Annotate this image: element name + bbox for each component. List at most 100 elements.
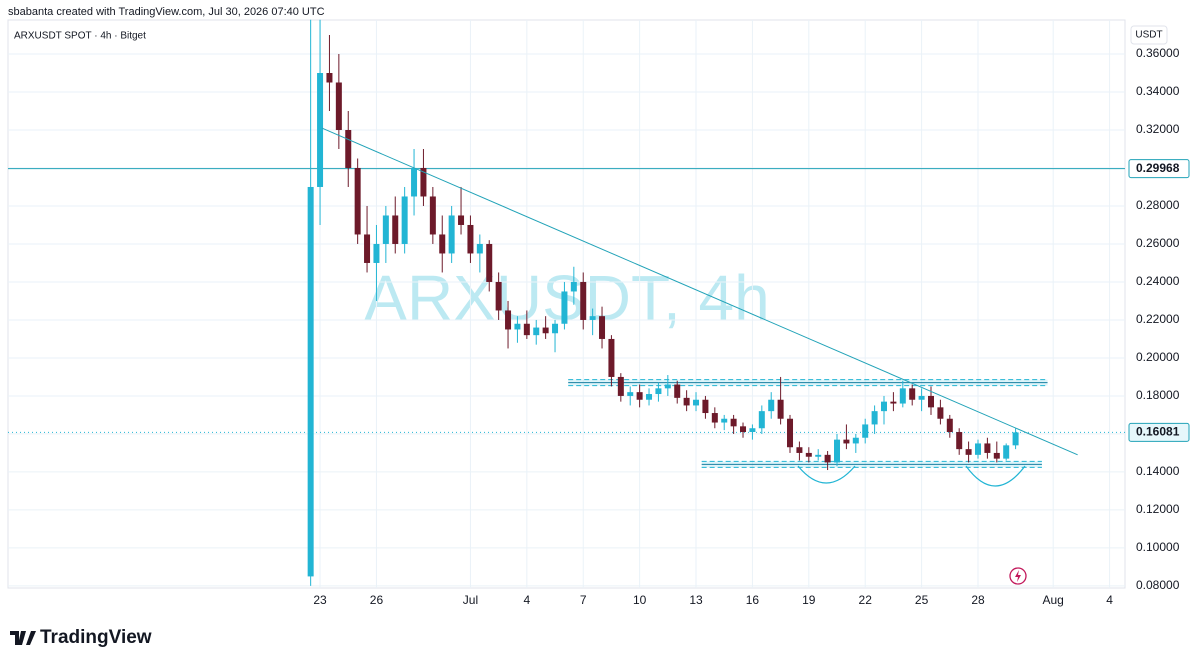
candle-body <box>881 401 888 412</box>
candle-body <box>937 407 944 419</box>
candle-body <box>993 452 1000 459</box>
candle-body <box>364 234 371 263</box>
x-tick-label: 16 <box>746 593 760 607</box>
candle-body <box>552 323 559 334</box>
header: sbabanta created with TradingView.com, J… <box>8 6 325 18</box>
candle-body <box>429 196 436 235</box>
y-tick-label: 0.34000 <box>1136 84 1180 98</box>
candle-body <box>693 399 700 406</box>
candle-body <box>467 224 474 254</box>
candle-body <box>965 449 972 455</box>
candle-body <box>382 215 389 244</box>
candle-body <box>730 418 737 427</box>
plot-area <box>8 19 1125 588</box>
x-tick-label: 26 <box>370 593 384 607</box>
x-tick-label: 22 <box>859 593 873 607</box>
x-tick-label: 13 <box>689 593 703 607</box>
x-tick-label: 4 <box>523 593 530 607</box>
candle-body <box>636 392 643 400</box>
candle-body <box>317 73 324 187</box>
y-tick-label: 0.28000 <box>1136 198 1180 212</box>
candle-body <box>392 215 399 244</box>
symbol-label: ARXUSDT SPOT · 4h · Bitget <box>14 31 146 42</box>
candle-body <box>439 234 446 254</box>
candle-body <box>580 281 587 320</box>
candle-body <box>420 167 427 197</box>
candle-body <box>702 399 709 414</box>
x-tick-label: 25 <box>915 593 929 607</box>
candle-body <box>749 428 756 433</box>
candle-body <box>448 215 455 254</box>
candle-body <box>890 401 897 404</box>
candle-body <box>777 399 784 419</box>
candle-body <box>373 243 380 263</box>
y-tick-label: 0.22000 <box>1136 312 1180 326</box>
candle-body <box>843 439 850 444</box>
y-tick-label: 0.10000 <box>1136 540 1180 554</box>
y-tick-label: 0.08000 <box>1136 578 1180 592</box>
resistance-zone <box>568 379 1048 387</box>
candle-body <box>326 73 333 83</box>
candle-body <box>523 323 530 336</box>
y-tick-label: 0.36000 <box>1136 46 1180 60</box>
x-tick-label: 7 <box>580 593 587 607</box>
last-price-label-box <box>1128 422 1190 442</box>
candle-body <box>758 411 765 429</box>
candle-body <box>495 281 502 311</box>
candle-body <box>617 376 624 396</box>
last-price-label: 0.16081 <box>1136 425 1180 439</box>
candle-body <box>711 413 718 423</box>
y-tick-label: 0.12000 <box>1136 502 1180 516</box>
candle-body <box>655 388 662 395</box>
candle-body <box>862 424 869 438</box>
candle-body <box>345 129 352 168</box>
candle-body <box>514 323 521 330</box>
candle-body <box>1003 445 1010 459</box>
x-tick-label: 4 <box>1106 593 1113 607</box>
plot-frame <box>7 19 1126 589</box>
y-tick-label: 0.24000 <box>1136 274 1180 288</box>
candle-body <box>787 418 794 448</box>
candle-body <box>627 392 634 396</box>
candle-body <box>871 411 878 425</box>
candle-body <box>542 327 549 334</box>
candle-body <box>505 310 512 330</box>
candle-body <box>899 388 906 404</box>
candle-body <box>768 399 775 412</box>
support-zone <box>701 460 1042 468</box>
candle-body <box>486 243 493 282</box>
candle-body <box>589 316 596 320</box>
candle-body <box>599 316 606 339</box>
y-tick-label: 0.26000 <box>1136 236 1180 250</box>
candle-body <box>740 426 747 433</box>
brand: TradingView <box>40 627 152 648</box>
x-tick-label: 23 <box>313 593 327 607</box>
candle-body <box>674 384 681 398</box>
brand-logo <box>10 631 36 645</box>
candle-body <box>824 454 831 463</box>
candle-body <box>646 394 653 400</box>
x-tick-label: Jul <box>463 593 478 607</box>
candle-body <box>928 395 935 408</box>
candle-body <box>335 82 342 130</box>
arc <box>797 465 856 484</box>
candle-body <box>796 447 803 453</box>
candle-body <box>956 432 963 450</box>
candle-body <box>664 384 671 389</box>
x-tick-label: Aug <box>1043 593 1064 607</box>
y-tick-label: 0.20000 <box>1136 350 1180 364</box>
horizontal-line-label-box <box>1128 159 1190 179</box>
candle-body <box>1012 432 1019 446</box>
candle-body <box>570 281 577 292</box>
currency-box <box>1130 25 1168 45</box>
x-tick-label: 10 <box>633 593 647 607</box>
candle-body <box>946 418 953 433</box>
candle-body <box>561 291 568 324</box>
candle-body <box>354 167 361 235</box>
y-tick-label: 0.18000 <box>1136 388 1180 402</box>
y-tick-label: 0.14000 <box>1136 464 1180 478</box>
candle-body <box>834 439 841 463</box>
candle-body <box>476 243 483 254</box>
alert-icon[interactable] <box>1009 567 1027 585</box>
